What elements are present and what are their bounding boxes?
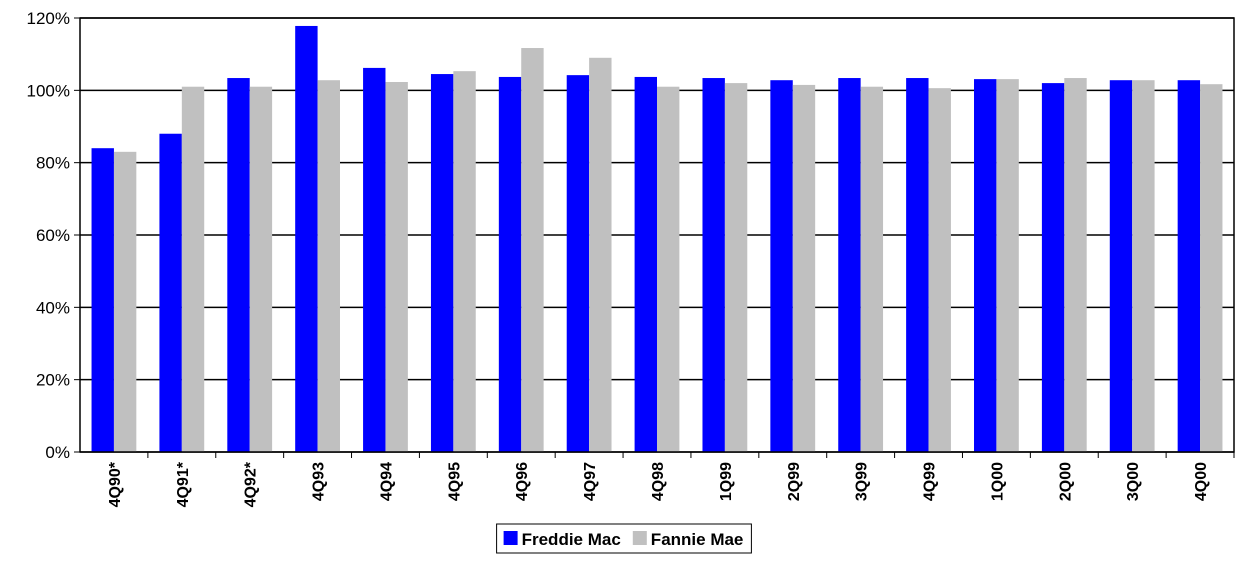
x-tick-label: 4Q99	[922, 462, 939, 501]
x-tick-label: 1Q00	[989, 462, 1006, 501]
legend-swatch	[503, 531, 518, 545]
x-tick-label: 4Q98	[650, 462, 667, 501]
legend: Freddie Mac Fannie Mae	[496, 523, 752, 554]
bar	[385, 82, 408, 452]
x-tick-label: 2Q99	[786, 462, 803, 501]
bar	[1200, 84, 1223, 452]
legend-swatch	[632, 531, 647, 545]
bar	[521, 48, 544, 452]
x-tick-label: 1Q99	[718, 462, 735, 501]
legend-label: Freddie Mac	[522, 530, 621, 549]
bar	[1177, 80, 1201, 452]
bar	[181, 86, 205, 452]
x-tick-label: 4Q91*	[175, 461, 192, 507]
x-tick-label: 4Q92*	[243, 461, 260, 507]
bar	[928, 88, 951, 452]
bar	[906, 78, 929, 452]
bar	[974, 79, 997, 452]
bar	[589, 57, 612, 453]
bar	[1064, 78, 1087, 452]
bar	[724, 83, 748, 452]
bar	[838, 78, 861, 452]
bar	[634, 76, 657, 453]
bar	[363, 67, 386, 452]
bar	[295, 25, 318, 453]
bar	[566, 75, 590, 452]
bar	[770, 80, 793, 452]
y-tick-label: 120%	[27, 9, 70, 28]
bar	[1132, 80, 1155, 452]
bar	[996, 79, 1019, 452]
x-tick-label: 4Q95	[446, 462, 463, 501]
bar	[91, 148, 114, 452]
legend-label: Fannie Mae	[651, 530, 744, 549]
y-tick-label: 40%	[36, 298, 70, 317]
legend-box	[496, 523, 752, 554]
y-tick-label: 60%	[36, 226, 70, 245]
bar	[657, 86, 680, 452]
bar	[159, 133, 182, 452]
x-tick-label: 4Q00	[1193, 462, 1210, 501]
bar	[792, 84, 816, 453]
bar	[453, 71, 476, 452]
bar	[498, 76, 522, 453]
plot-border	[79, 17, 1235, 453]
bar	[1041, 83, 1065, 452]
x-tick-label: 3Q99	[854, 462, 871, 501]
bar	[113, 151, 137, 453]
bar	[1109, 80, 1133, 452]
x-tick-label: 4Q97	[582, 462, 599, 501]
bar	[430, 74, 454, 452]
bar	[227, 78, 250, 452]
y-tick-label: 0%	[45, 443, 70, 462]
y-tick-label: 20%	[36, 371, 70, 390]
x-tick-label: 4Q94	[378, 462, 395, 501]
y-tick-label: 80%	[36, 154, 70, 173]
x-tick-label: 4Q96	[514, 462, 531, 501]
bar	[860, 86, 884, 452]
y-tick-label: 100%	[27, 81, 70, 100]
bar	[249, 86, 273, 452]
x-tick-label: 3Q00	[1125, 462, 1142, 501]
x-tick-label: 2Q00	[1057, 462, 1074, 501]
x-tick-label: 4Q93	[311, 462, 328, 501]
x-tick-label: 4Q90*	[107, 461, 124, 507]
bar	[702, 78, 725, 452]
bar	[317, 80, 340, 452]
